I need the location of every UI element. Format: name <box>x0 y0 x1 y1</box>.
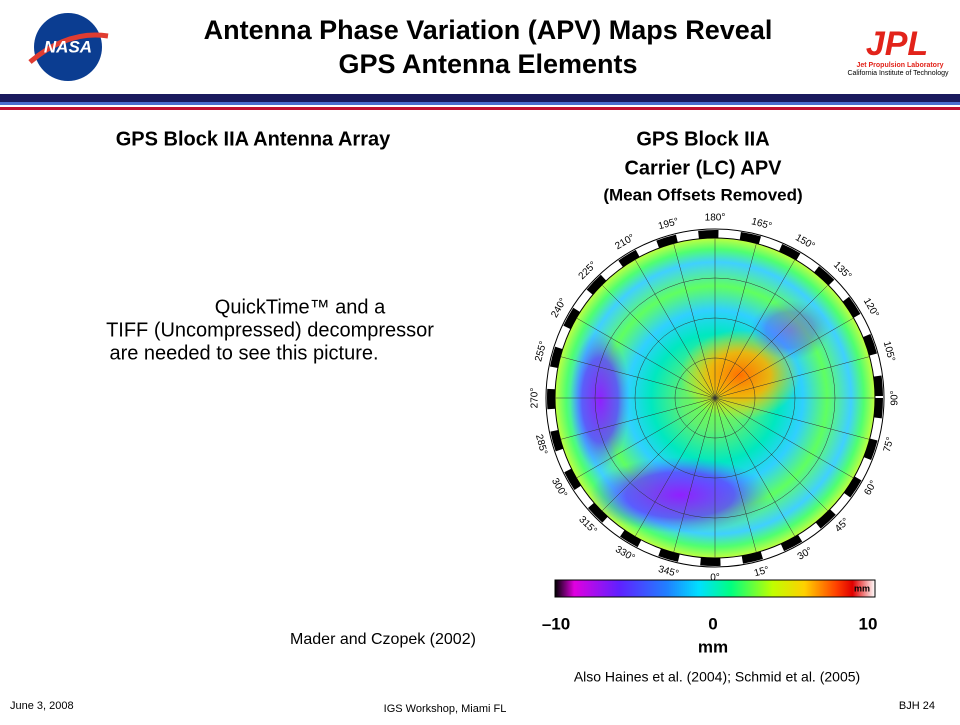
footer-page: BJH 24 <box>899 700 935 712</box>
credit: Mader and Czopek (2002) <box>290 631 476 648</box>
polar-spoke <box>560 356 716 399</box>
polar-spoke <box>634 259 716 399</box>
apv-map: 0° 15°30°45°60°75°90°105°120°135°150°165°… <box>530 213 901 584</box>
nasa-logo <box>34 13 102 81</box>
footer-venue: IGS Workshop, Miami FL <box>384 703 507 715</box>
azimuth-label: 255° <box>533 340 549 363</box>
azimuth-label: 180° <box>705 213 726 224</box>
colorbar-tick: 0 <box>708 614 717 633</box>
colorbar-tick: 10 <box>859 614 878 633</box>
polar-spoke <box>714 397 829 512</box>
jpl-sub: Jet Propulsion Laboratory <box>856 62 943 69</box>
heading: GPS Block IIA Antenna Array <box>116 128 391 150</box>
azimuth-label: 195° <box>657 216 680 232</box>
heading: Carrier (LC) APV <box>624 157 782 179</box>
credit: Also Haines et al. (2004); Schmid et al.… <box>574 669 860 685</box>
azimuth-label: 210° <box>613 232 636 252</box>
header-bar <box>0 102 960 105</box>
header-bar <box>0 94 960 102</box>
placeholder: QuickTime™ and a <box>215 296 386 318</box>
azimuth-label: 75° <box>882 436 897 453</box>
azimuth-label: 345° <box>657 564 680 580</box>
placeholder: TIFF (Uncompressed) decompressor <box>106 319 434 341</box>
polar-spoke <box>576 317 716 399</box>
nasa-text: NASA <box>44 37 92 56</box>
title: GPS Antenna Elements <box>338 49 637 79</box>
title: Antenna Phase Variation (APV) Maps Revea… <box>204 15 773 45</box>
azimuth-label: 105° <box>881 340 897 363</box>
polar-spoke <box>714 317 854 399</box>
azimuth-label: 90° <box>890 390 901 405</box>
polar-spoke <box>601 397 716 512</box>
heading: GPS Block IIA <box>636 128 769 150</box>
polar-spoke <box>560 397 716 440</box>
colorbar-tick: –10 <box>542 614 570 633</box>
azimuth-label: 0° <box>710 573 720 584</box>
azimuth-label: 45° <box>833 516 851 534</box>
polar-spoke <box>601 284 716 399</box>
azimuth-label: 120° <box>861 296 881 319</box>
polar-spoke <box>673 243 716 399</box>
polar-spoke <box>714 397 757 553</box>
polar-spoke <box>714 397 870 440</box>
azimuth-label: 60° <box>862 479 879 498</box>
footer-date: June 3, 2008 <box>10 700 74 712</box>
polar-spoke <box>714 397 854 479</box>
placeholder: are needed to see this picture. <box>109 342 378 364</box>
polar-spoke <box>714 397 796 537</box>
azimuth-label: 270° <box>530 388 541 409</box>
header-bar <box>0 107 960 110</box>
polar-spoke <box>714 243 757 399</box>
polar-spoke <box>634 397 716 537</box>
azimuth-label: 15° <box>753 565 770 580</box>
colorbar-unit: mm <box>854 583 870 593</box>
heading: (Mean Offsets Removed) <box>603 185 802 204</box>
polar-spoke <box>673 397 716 553</box>
polar-spoke <box>714 259 796 399</box>
azimuth-label: 165° <box>750 216 773 232</box>
colorbar <box>554 579 876 598</box>
azimuth-label: 330° <box>613 544 636 564</box>
jpl-sub: California Institute of Technology <box>847 70 949 77</box>
azimuth-label: 285° <box>533 433 549 456</box>
polar-spoke <box>714 284 829 399</box>
azimuth-label: 30° <box>796 545 815 562</box>
jpl-text: JPL <box>866 25 928 63</box>
azimuth-label: 300° <box>549 476 569 499</box>
azimuth-label: 240° <box>549 296 569 319</box>
polar-spoke <box>714 356 870 399</box>
colorbar-label: mm <box>698 637 728 656</box>
azimuth-label: 150° <box>793 232 816 252</box>
polar-spoke <box>576 397 716 479</box>
